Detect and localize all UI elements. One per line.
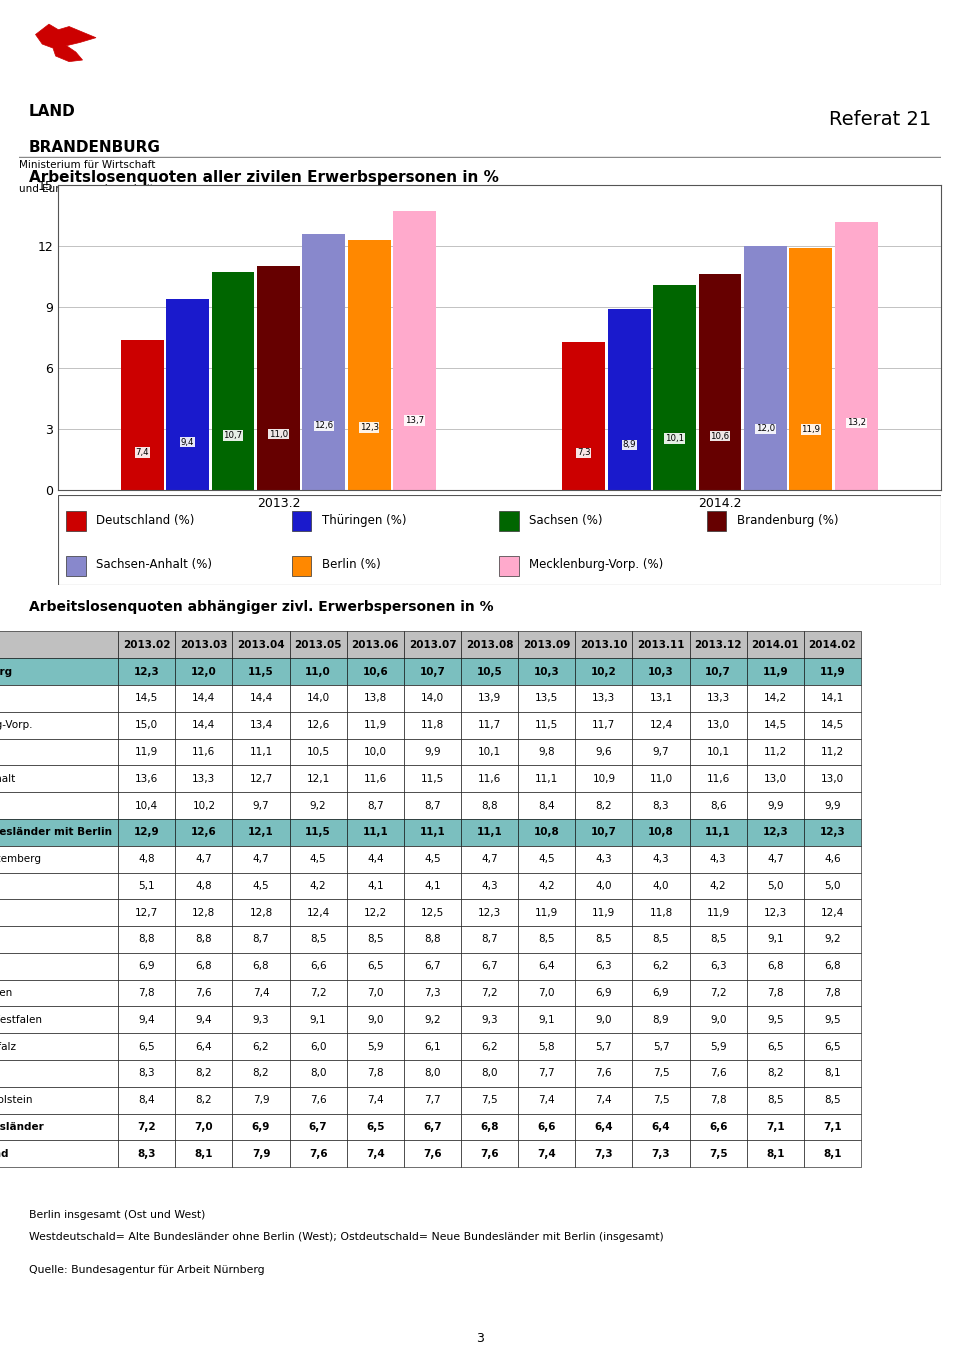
Text: 13,7: 13,7: [405, 416, 424, 425]
Bar: [394, 212, 436, 490]
Text: 12,0: 12,0: [756, 425, 775, 434]
Text: Arbeitslosenquoten aller zivilen Erwerbspersonen in %: Arbeitslosenquoten aller zivilen Erwerbs…: [29, 171, 498, 186]
Text: 7,3: 7,3: [577, 448, 590, 457]
Text: Berlin (%): Berlin (%): [322, 558, 380, 571]
Bar: [653, 285, 696, 490]
FancyBboxPatch shape: [499, 556, 518, 576]
FancyBboxPatch shape: [66, 512, 85, 531]
FancyBboxPatch shape: [499, 512, 518, 531]
Bar: [699, 274, 741, 490]
Bar: [608, 308, 651, 490]
Bar: [166, 299, 209, 490]
Text: 11,0: 11,0: [269, 430, 288, 438]
Text: Thüringen (%): Thüringen (%): [322, 515, 406, 527]
Text: Deutschland (%): Deutschland (%): [96, 515, 195, 527]
Text: LAND: LAND: [29, 104, 76, 119]
FancyBboxPatch shape: [66, 556, 85, 576]
FancyBboxPatch shape: [707, 512, 726, 531]
Bar: [302, 233, 346, 490]
Text: Berlin insgesamt (Ost und West): Berlin insgesamt (Ost und West): [29, 1209, 205, 1220]
FancyBboxPatch shape: [292, 556, 311, 576]
Text: 12,6: 12,6: [314, 422, 333, 430]
Text: 13,2: 13,2: [847, 419, 866, 427]
Text: 3: 3: [476, 1332, 484, 1345]
Bar: [257, 266, 300, 490]
Bar: [348, 240, 391, 490]
Text: 11,9: 11,9: [802, 425, 821, 434]
Text: 7,4: 7,4: [135, 448, 149, 457]
Text: Referat 21: Referat 21: [828, 111, 931, 130]
Text: 8,9: 8,9: [622, 441, 636, 449]
PathPatch shape: [36, 25, 96, 61]
Text: 10,7: 10,7: [224, 431, 243, 440]
Text: BRANDENBURG: BRANDENBURG: [29, 141, 160, 156]
Bar: [211, 273, 254, 490]
Text: 12,3: 12,3: [360, 423, 379, 431]
Text: Westdeutschald= Alte Bundesländer ohne Berlin (West); Ostdeutschald= Neue Bundes: Westdeutschald= Alte Bundesländer ohne B…: [29, 1233, 663, 1242]
Bar: [835, 221, 877, 490]
Bar: [789, 248, 832, 490]
Text: Sachsen-Anhalt (%): Sachsen-Anhalt (%): [96, 558, 212, 571]
Text: Arbeitslosenquoten abhängiger zivl. Erwerbspersonen in %: Arbeitslosenquoten abhängiger zivl. Erwe…: [29, 601, 493, 614]
Text: Quelle: Bundesagentur für Arbeit Nürnberg: Quelle: Bundesagentur für Arbeit Nürnber…: [29, 1265, 264, 1275]
Text: Ministerium für Wirtschaft: Ministerium für Wirtschaft: [19, 160, 156, 169]
Text: 10,1: 10,1: [665, 434, 684, 444]
Bar: [563, 341, 605, 490]
FancyBboxPatch shape: [292, 512, 311, 531]
Text: Sachsen (%): Sachsen (%): [529, 515, 603, 527]
Text: 9,4: 9,4: [180, 438, 194, 446]
Text: Mecklenburg-Vorp. (%): Mecklenburg-Vorp. (%): [529, 558, 663, 571]
Bar: [744, 246, 787, 490]
Text: 10,6: 10,6: [710, 431, 730, 441]
Bar: [121, 340, 163, 490]
Text: und Europaangelegenheiten: und Europaangelegenheiten: [19, 184, 167, 194]
Text: Brandenburg (%): Brandenburg (%): [736, 515, 838, 527]
